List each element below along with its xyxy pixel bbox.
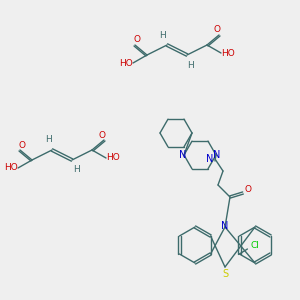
Text: S: S: [222, 269, 228, 279]
Text: O: O: [244, 184, 251, 194]
Text: N: N: [213, 150, 221, 160]
Text: O: O: [98, 130, 106, 140]
Text: HO: HO: [4, 164, 18, 172]
Text: O: O: [134, 35, 140, 44]
Text: H: H: [160, 31, 167, 40]
Text: O: O: [214, 26, 220, 34]
Text: Cl: Cl: [251, 242, 260, 250]
Text: N: N: [221, 221, 229, 231]
Text: N: N: [206, 154, 214, 164]
Text: H: H: [73, 166, 80, 175]
Text: N: N: [179, 150, 187, 160]
Text: HO: HO: [119, 58, 133, 68]
Text: O: O: [19, 140, 26, 149]
Text: HO: HO: [106, 154, 120, 163]
Text: HO: HO: [221, 49, 235, 58]
Text: H: H: [188, 61, 194, 70]
Text: H: H: [45, 136, 51, 145]
